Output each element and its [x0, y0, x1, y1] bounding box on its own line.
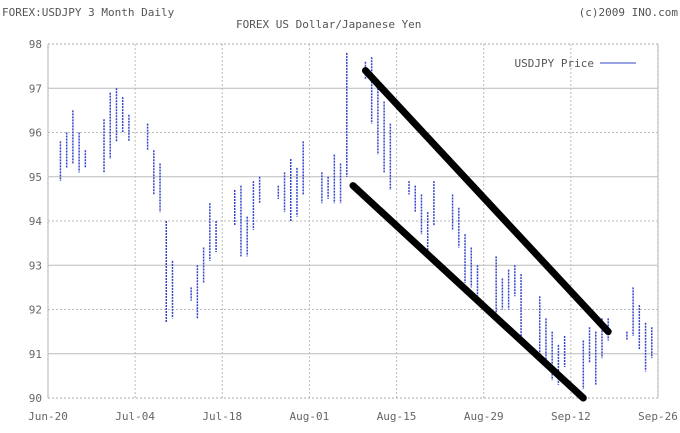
- x-tick-label: Sep-26: [638, 410, 678, 423]
- trendline: [349, 182, 587, 402]
- y-tick-label: 94: [29, 215, 43, 228]
- x-tick-label: Sep-12: [551, 410, 591, 423]
- price-bars: [59, 52, 653, 390]
- trendline: [361, 67, 612, 336]
- plot-frame: [47, 43, 659, 399]
- copyright: (c)2009 INO.com: [579, 6, 679, 19]
- chart-left-title: FOREX:USDJPY 3 Month Daily: [2, 6, 175, 19]
- x-tick-label: Aug-15: [377, 410, 417, 423]
- x-tick-label: Jul-18: [202, 410, 242, 423]
- x-tick-label: Jul-04: [115, 410, 155, 423]
- y-tick-label: 95: [29, 171, 42, 184]
- legend-label: USDJPY Price: [515, 57, 594, 70]
- y-tick-label: 98: [29, 38, 42, 51]
- y-axis: 90 91 92 93 94 95 96 97 98: [29, 38, 43, 405]
- legend: USDJPY Price: [515, 57, 636, 70]
- x-tick-label: Aug-01: [290, 410, 330, 423]
- y-tick-label: 96: [29, 127, 42, 140]
- x-axis: Jun-20 Jul-04 Jul-18 Aug-01 Aug-15 Aug-29 Sep-…: [28, 410, 678, 423]
- y-tick-label: 90: [29, 392, 42, 405]
- trendlines: [349, 67, 612, 402]
- chart-title: FOREX US Dollar/Japanese Yen: [236, 18, 421, 31]
- x-tick-label: Aug-29: [464, 410, 504, 423]
- grid: [47, 43, 659, 399]
- y-tick-label: 92: [29, 304, 42, 317]
- y-tick-label: 97: [29, 82, 42, 95]
- x-tick-label: Jun-20: [28, 410, 68, 423]
- y-tick-label: 93: [29, 259, 42, 272]
- y-tick-label: 91: [29, 348, 42, 361]
